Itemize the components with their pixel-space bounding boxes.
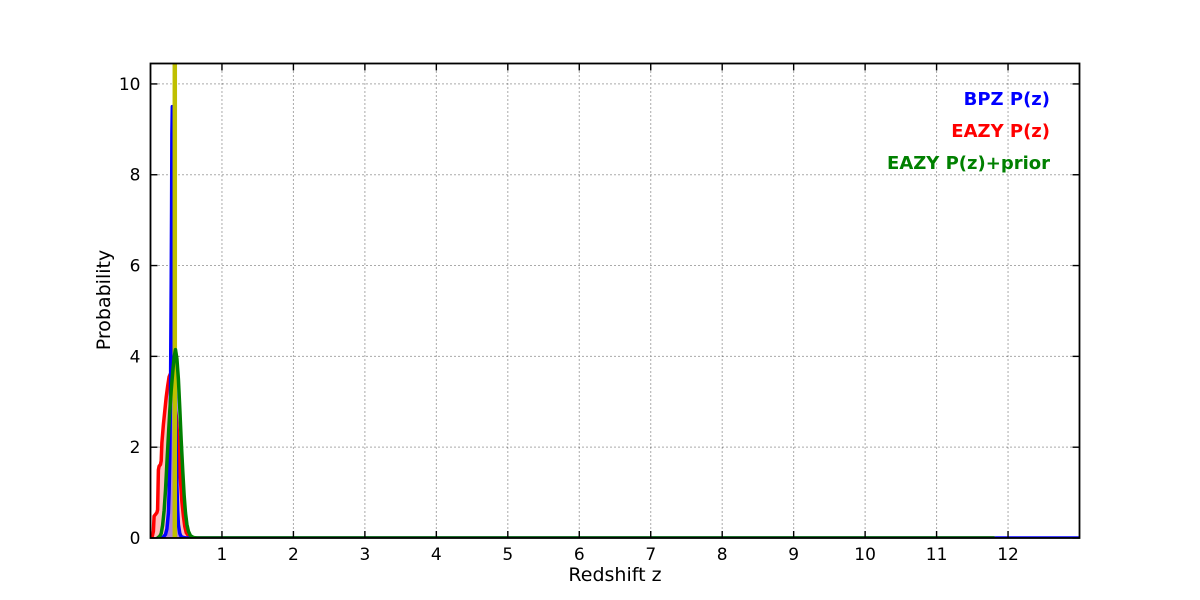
x-tick-label-12: 12 (997, 545, 1019, 565)
y-tick-label-6: 6 (130, 257, 141, 277)
y-axis-label: Probability (93, 249, 115, 351)
x-tick-label-4: 4 (431, 545, 442, 565)
x-tick-label-6: 6 (574, 545, 585, 565)
x-tick-label-3: 3 (359, 545, 370, 565)
x-tick-label-2: 2 (288, 545, 299, 565)
y-tick-label-2: 2 (130, 438, 141, 458)
x-tick-label-10: 10 (854, 545, 876, 565)
x-tick-label-7: 7 (645, 545, 656, 565)
y-tick-label-8: 8 (130, 166, 141, 186)
y-tick-label-0: 0 (130, 529, 141, 549)
x-axis-label: Redshift z (568, 564, 662, 586)
x-tick-label-8: 8 (717, 545, 728, 565)
legend-item-eazy: EAZY P(z) (951, 121, 1050, 142)
x-tick-label-9: 9 (788, 545, 799, 565)
legend-item-eazy-prior: EAZY P(z)+prior (887, 153, 1050, 174)
x-tick-label-1: 1 (217, 545, 228, 565)
legend-item-bpz: BPZ P(z) (963, 89, 1050, 110)
x-tick-label-11: 11 (926, 545, 948, 565)
x-tick-label-5: 5 (502, 545, 513, 565)
y-tick-label-4: 4 (130, 347, 141, 367)
y-tick-label-10: 10 (119, 75, 141, 95)
legend: BPZ P(z) EAZY P(z) EAZY P(z)+prior (887, 84, 1050, 180)
